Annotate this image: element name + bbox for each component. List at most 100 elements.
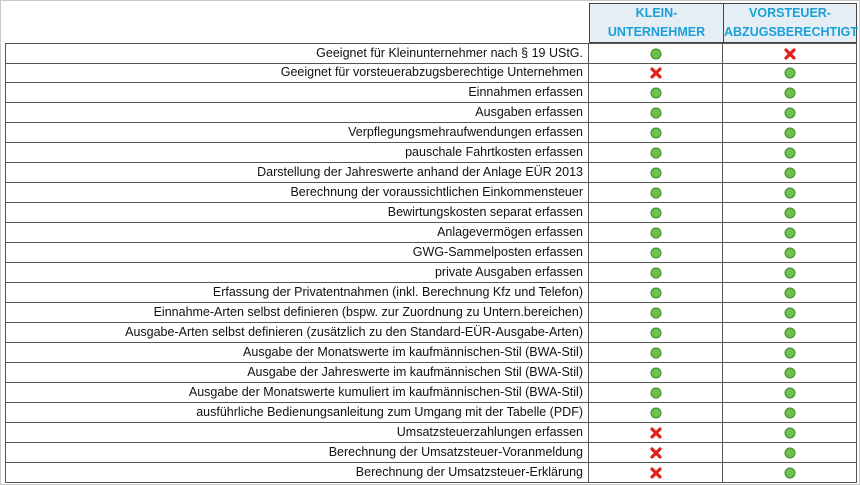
check-dot	[784, 207, 796, 219]
check-dot	[650, 347, 662, 359]
status-cell	[589, 463, 723, 483]
dot	[784, 327, 796, 339]
dot	[650, 187, 662, 199]
dot	[784, 127, 796, 139]
status-cell	[589, 183, 723, 203]
check-dot	[784, 387, 796, 399]
status-cell	[723, 183, 857, 203]
status-cell	[723, 363, 857, 383]
dot	[650, 207, 662, 219]
status-cell	[589, 283, 723, 303]
dot	[650, 347, 662, 359]
check-dot	[650, 307, 662, 319]
row-label: ausführliche Bedienungsanleitung zum Umg…	[5, 403, 589, 423]
status-cell	[589, 303, 723, 323]
status-cell	[589, 443, 723, 463]
check-dot	[784, 147, 796, 159]
dot	[650, 387, 662, 399]
check-dot	[784, 427, 796, 439]
status-cell	[723, 443, 857, 463]
check-dot	[650, 327, 662, 339]
table-row: Bewirtungskosten separat erfassen	[5, 203, 857, 223]
status-cell	[723, 343, 857, 363]
check-dot	[650, 87, 662, 99]
table-row: Berechnung der Umsatzsteuer-Erklärung	[5, 463, 857, 483]
row-label: Einnahme-Arten selbst definieren (bspw. …	[5, 303, 589, 323]
dot	[650, 307, 662, 319]
row-label: Darstellung der Jahreswerte anhand der A…	[5, 163, 589, 183]
table-row: Berechnung der voraussichtlichen Einkomm…	[5, 183, 857, 203]
dot	[784, 167, 796, 179]
status-cell	[723, 103, 857, 123]
check-dot	[650, 247, 662, 259]
status-cell	[589, 383, 723, 403]
header-line: KLEIN-	[635, 6, 678, 20]
dot	[784, 87, 796, 99]
status-cell	[723, 63, 857, 83]
status-cell	[589, 83, 723, 103]
status-cell	[723, 243, 857, 263]
check-dot	[784, 407, 796, 419]
check-dot	[784, 127, 796, 139]
status-cell	[589, 363, 723, 383]
check-dot	[784, 67, 796, 79]
status-cell	[723, 423, 857, 443]
dot	[650, 407, 662, 419]
status-cell	[723, 223, 857, 243]
row-label: Ausgabe der Monatswerte kumuliert im kau…	[5, 383, 589, 403]
status-cell	[723, 303, 857, 323]
check-dot	[784, 107, 796, 119]
dot	[784, 267, 796, 279]
status-cell	[589, 203, 723, 223]
row-label: Umsatzsteuerzahlungen erfassen	[5, 423, 589, 443]
table-row: Umsatzsteuerzahlungen erfassen	[5, 423, 857, 443]
column-header: VORSTEUER- ABZUGSBERECHTIGT	[723, 3, 858, 43]
dot	[650, 367, 662, 379]
dot	[650, 287, 662, 299]
dot	[650, 87, 662, 99]
dot	[784, 247, 796, 259]
table-row: Geeignet für vorsteuerabzugsberechtige U…	[5, 63, 857, 83]
dot	[650, 267, 662, 279]
row-label: Erfassung der Privatentnahmen (inkl. Ber…	[5, 283, 589, 303]
status-cell	[589, 323, 723, 343]
dot	[784, 347, 796, 359]
dot	[650, 167, 662, 179]
check-dot	[650, 267, 662, 279]
check-dot	[650, 387, 662, 399]
status-cell	[723, 123, 857, 143]
check-dot	[784, 247, 796, 259]
dot	[784, 447, 796, 459]
status-cell	[589, 63, 723, 83]
status-cell	[723, 163, 857, 183]
cross-mark	[650, 427, 662, 439]
check-dot	[650, 367, 662, 379]
cross-mark	[650, 447, 662, 459]
dot	[650, 327, 662, 339]
dot	[650, 227, 662, 239]
row-label: Ausgabe der Jahreswerte im kaufmännische…	[5, 363, 589, 383]
check-dot	[784, 367, 796, 379]
dot	[650, 127, 662, 139]
row-label: Bewirtungskosten separat erfassen	[5, 203, 589, 223]
row-label: Geeignet für vorsteuerabzugsberechtige U…	[5, 63, 589, 83]
status-cell	[589, 263, 723, 283]
check-dot	[784, 187, 796, 199]
header-line: UNTERNEHMER	[607, 25, 706, 39]
status-cell	[723, 143, 857, 163]
dot	[784, 427, 796, 439]
row-label: Ausgaben erfassen	[5, 103, 589, 123]
table-row: Berechnung der Umsatzsteuer-Voranmeldung	[5, 443, 857, 463]
table-row: Ausgabe der Jahreswerte im kaufmännische…	[5, 363, 857, 383]
column-header: KLEIN- UNTERNEHMER	[589, 3, 724, 43]
status-cell	[723, 44, 857, 64]
table-row: pauschale Fahrtkosten erfassen	[5, 143, 857, 163]
check-dot	[784, 347, 796, 359]
table-row: Darstellung der Jahreswerte anhand der A…	[5, 163, 857, 183]
table-row: private Ausgaben erfassen	[5, 263, 857, 283]
check-dot	[650, 127, 662, 139]
table-row: Erfassung der Privatentnahmen (inkl. Ber…	[5, 283, 857, 303]
check-dot	[784, 287, 796, 299]
table-row: Anlagevermögen erfassen	[5, 223, 857, 243]
row-label: private Ausgaben erfassen	[5, 263, 589, 283]
